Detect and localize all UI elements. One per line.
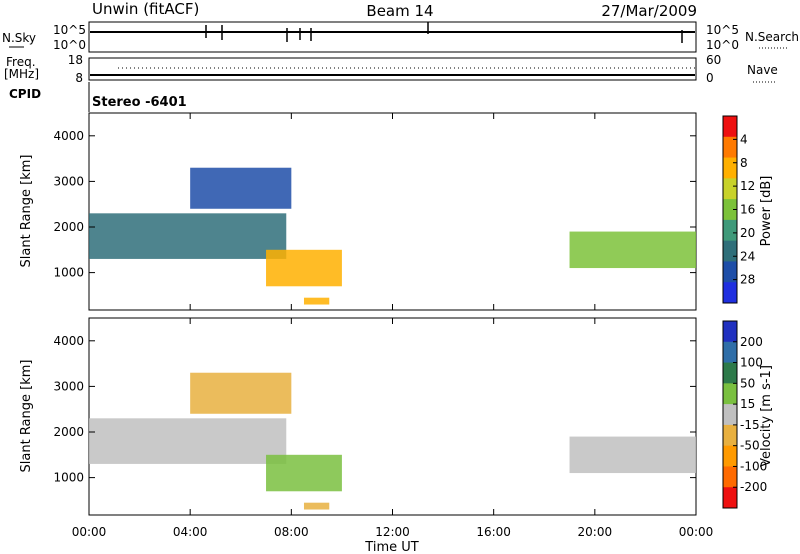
velocity-colorbar-cell <box>723 362 737 384</box>
velocity-ytick-label: 2000 <box>53 425 84 439</box>
velocity-colorbar-cell <box>723 404 737 426</box>
nave-tick-bottom: 0 <box>706 71 714 85</box>
power-feature-2 <box>266 249 342 287</box>
power-ytick-label: 4000 <box>53 129 84 143</box>
power-feature-1 <box>190 167 292 209</box>
velocity-colorbar-tick-label: 50 <box>740 376 755 390</box>
velocity-colorbar-frame <box>722 320 738 509</box>
power-ytick-label: 3000 <box>53 174 84 188</box>
nsky-panel <box>88 21 697 53</box>
velocity-colorbar: 200 100 50 15 -15 -50 -100 -200 <box>722 320 767 509</box>
power-ytick-label: 1000 <box>53 266 84 280</box>
velocity-cells <box>89 372 696 510</box>
velocity-colorbar-tick-label: -50 <box>740 439 760 453</box>
power-colorbar-tick-label: 8 <box>740 156 748 170</box>
freq-panel <box>88 57 697 81</box>
velocity-feature-2 <box>266 454 342 492</box>
velocity-panel: Slant Range [km] 1000 2000 3000 4000 200 100… <box>19 317 774 516</box>
nave-tick-top: 60 <box>706 53 721 67</box>
velocity-colorbar-tick-label: 15 <box>740 397 755 411</box>
nsky-trace <box>90 22 695 43</box>
velocity-ytick-label: 1000 <box>53 471 84 485</box>
velocity-colorbar-tick-label: -15 <box>740 418 760 432</box>
power-panel: Slant Range [km] 1000 2000 3000 4000 4 8 12 16… <box>19 112 774 311</box>
velocity-colorbar-tick-label: -200 <box>740 480 767 494</box>
power-plot-frame <box>88 112 697 311</box>
freq-tick-bottom: 8 <box>75 71 83 85</box>
time-tick-label: 12:00 <box>375 525 410 539</box>
velocity-colorbar-cell <box>723 445 737 467</box>
velocity-yticks: 1000 2000 3000 4000 <box>53 334 696 485</box>
nave-label: Nave <box>747 63 778 77</box>
power-cells <box>89 167 696 305</box>
velocity-colorbar-cell <box>723 321 737 343</box>
power-colorbar: 4 8 12 16 20 24 28 <box>722 115 755 304</box>
velocity-colorbar-tick-label: -100 <box>740 459 767 473</box>
power-colorbar-cell <box>723 178 737 200</box>
velocity-feature-3 <box>303 502 330 510</box>
beam-title: Beam 14 <box>366 2 433 20</box>
time-axis: 00:00 04:00 08:00 12:00 16:00 20:00 00:00 <box>72 113 714 539</box>
velocity-feature-1 <box>190 372 292 414</box>
velocity-ytick-label: 3000 <box>53 379 84 393</box>
nsearch-tick-bottom: 10^0 <box>706 38 739 52</box>
date-title: 27/Mar/2009 <box>601 2 697 20</box>
power-feature-0 <box>89 213 287 259</box>
velocity-ytick-label: 4000 <box>53 334 84 348</box>
power-ylabel: Slant Range [km] <box>19 155 34 268</box>
freq-tick-top: 18 <box>68 53 83 67</box>
time-tick-label: 04:00 <box>173 525 208 539</box>
velocity-colorbar-cell <box>723 466 737 488</box>
power-colorbar-cell <box>723 282 737 304</box>
time-axis-title: Time UT <box>364 540 418 554</box>
power-colorbar-cell <box>723 136 737 159</box>
cpid-text: Stereo -6401 <box>92 95 187 110</box>
power-colorbar-cell <box>723 199 737 221</box>
velocity-colorbar-cell <box>723 424 737 447</box>
freq-unit: [MHz] <box>4 67 39 81</box>
station-title: Unwin (fitACF) <box>92 0 199 18</box>
power-colorbar-tick-label: 16 <box>740 203 755 217</box>
time-tick-label: 08:00 <box>274 525 309 539</box>
velocity-colorbar-cell <box>723 341 737 364</box>
power-colorbar-tick-label: 12 <box>740 179 755 193</box>
power-colorbar-tick-label: 24 <box>740 249 755 263</box>
power-yticks: 1000 2000 3000 4000 <box>53 129 696 280</box>
nsky-tick-bottom: 10^0 <box>53 38 86 52</box>
nsky-label: N.Sky <box>2 31 36 45</box>
time-tick-label: 00:00 <box>679 525 714 539</box>
time-tick-label: 20:00 <box>578 525 613 539</box>
power-feature-3 <box>303 297 330 305</box>
power-colorbar-cell <box>723 240 737 262</box>
power-colorbar-cell <box>723 157 737 179</box>
velocity-plot-frame <box>88 317 697 516</box>
time-tick-label: 16:00 <box>476 525 511 539</box>
power-colorbar-tick-label: 28 <box>740 273 755 287</box>
power-colorbar-cell <box>723 116 737 138</box>
velocity-colorbar-tick-label: 100 <box>740 356 763 370</box>
velocity-feature-4 <box>569 436 696 474</box>
velocity-colorbar-cell <box>723 487 737 509</box>
time-tick-label: 00:00 <box>72 525 107 539</box>
cpid-label: CPID <box>9 87 41 101</box>
freq-label: Freq. <box>6 55 36 69</box>
power-colorbar-cell <box>723 261 737 283</box>
velocity-ylabel: Slant Range [km] <box>19 360 34 473</box>
nsearch-label: N.Search <box>745 30 799 44</box>
nsky-tick-top: 10^5 <box>53 23 86 37</box>
power-feature-4 <box>569 231 696 269</box>
power-colorbar-label: Power [dB] <box>759 176 774 247</box>
power-ytick-label: 2000 <box>53 220 84 234</box>
velocity-feature-0 <box>89 418 287 464</box>
nsearch-tick-top: 10^5 <box>706 23 739 37</box>
power-colorbar-cell <box>723 219 737 242</box>
velocity-colorbar-label: Velocity [m s-1] <box>759 365 774 467</box>
velocity-colorbar-tick-label: 200 <box>740 335 763 349</box>
velocity-colorbar-cell <box>723 383 737 405</box>
power-colorbar-tick-label: 4 <box>740 132 748 146</box>
power-colorbar-tick-label: 20 <box>740 226 755 240</box>
